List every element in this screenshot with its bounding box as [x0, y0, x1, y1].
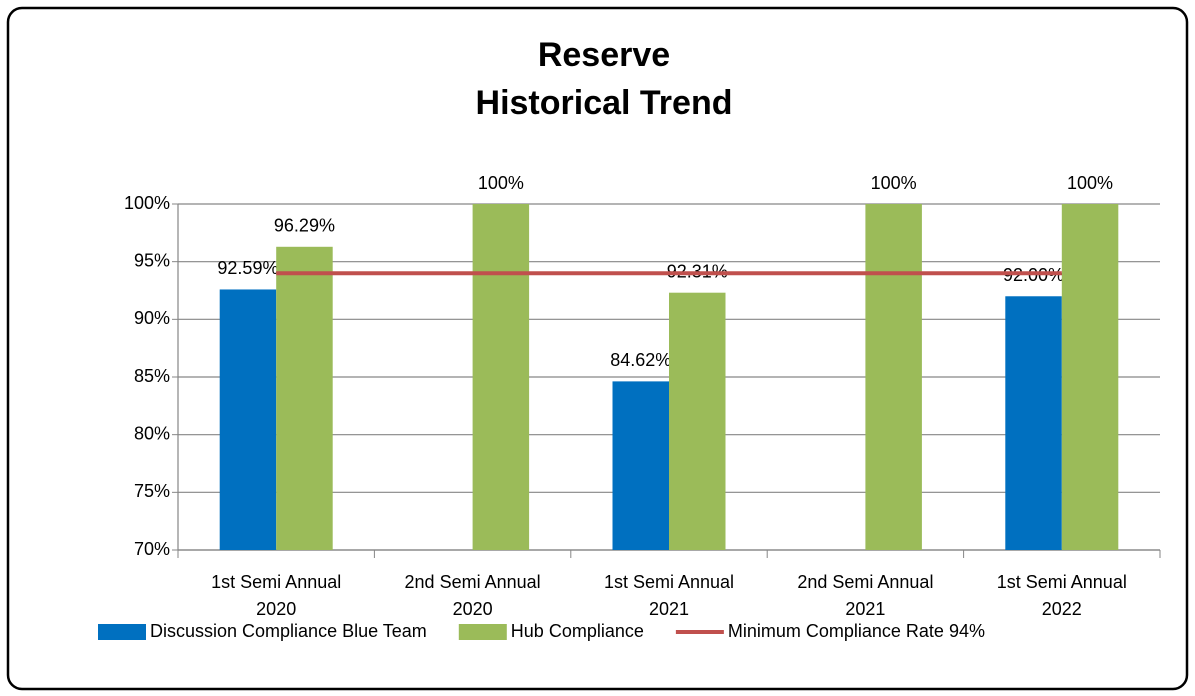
- bar: [612, 381, 669, 550]
- bar: [276, 246, 333, 550]
- data-label: 100%: [478, 173, 524, 193]
- y-tick-label: 90%: [134, 308, 170, 328]
- x-tick-label: 2021: [649, 599, 689, 619]
- data-label: 100%: [871, 173, 917, 193]
- bar: [669, 292, 726, 550]
- data-label: 96.29%: [274, 216, 335, 236]
- bar: [472, 204, 530, 550]
- data-label: 92.59%: [217, 258, 278, 278]
- x-tick-label: 2nd Semi Annual: [797, 572, 933, 592]
- legend-swatch: [98, 624, 146, 640]
- bar: [219, 289, 277, 550]
- legend-swatch: [458, 624, 507, 640]
- chart-title: Historical Trend: [476, 84, 733, 122]
- legend-label: Discussion Compliance Blue Team: [150, 621, 427, 641]
- bar: [865, 204, 922, 550]
- x-tick-label: 1st Semi Annual: [211, 572, 341, 592]
- chart-title: Reserve: [538, 36, 670, 74]
- y-tick-label: 95%: [134, 250, 170, 270]
- data-label: 84.62%: [610, 350, 671, 370]
- y-tick-label: 85%: [134, 366, 170, 386]
- bar: [1005, 296, 1062, 550]
- legend-label: Minimum Compliance Rate 94%: [728, 621, 985, 641]
- x-tick-label: 2022: [1042, 599, 1082, 619]
- x-tick-label: 2nd Semi Annual: [405, 572, 541, 592]
- x-tick-label: 2021: [845, 599, 885, 619]
- data-label: 100%: [1067, 173, 1113, 193]
- x-tick-label: 2020: [256, 599, 296, 619]
- legend-label: Hub Compliance: [511, 621, 644, 641]
- bar: [1061, 204, 1119, 550]
- x-tick-label: 1st Semi Annual: [604, 572, 734, 592]
- y-tick-label: 70%: [134, 539, 170, 559]
- x-tick-label: 2020: [453, 599, 493, 619]
- y-tick-label: 100%: [124, 193, 170, 213]
- x-tick-label: 1st Semi Annual: [997, 572, 1127, 592]
- y-tick-label: 80%: [134, 423, 170, 443]
- y-tick-label: 75%: [134, 481, 170, 501]
